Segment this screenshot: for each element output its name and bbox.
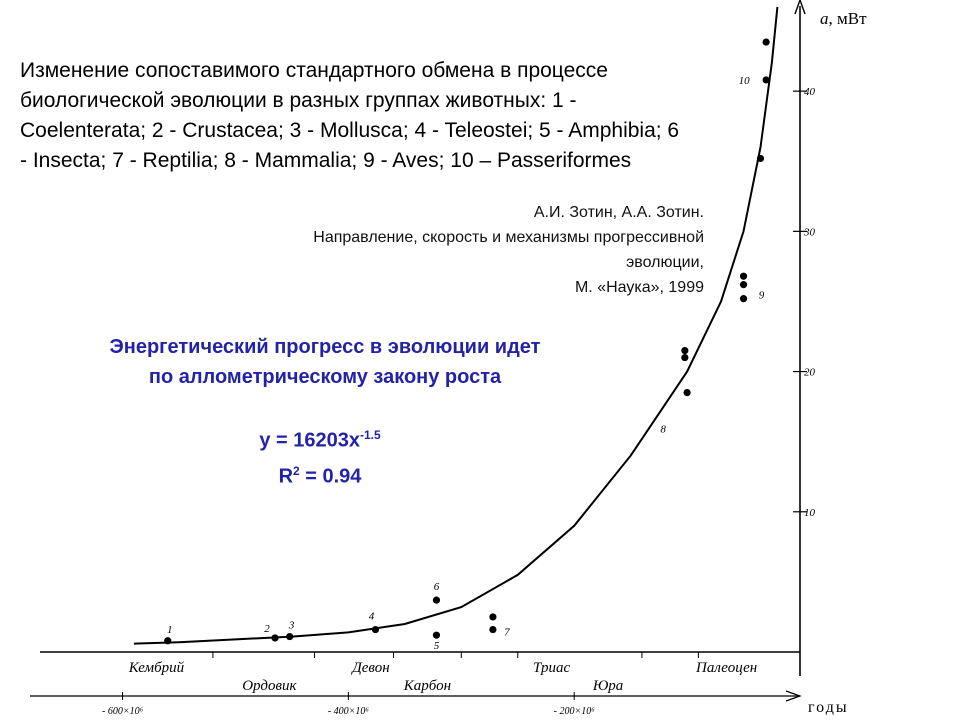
trend-curve-layer: [133, 6, 779, 645]
data-point: [683, 389, 691, 397]
r2-superscript: 2: [293, 463, 300, 478]
period-label: Юра: [592, 678, 623, 694]
axis-labels-layer: 10 20 30 40 a, мВт годы - 600×10⁶ - 400×10⁶ - 20…: [102, 9, 867, 717]
data-point: [756, 154, 765, 163]
data-point-label: 3: [288, 620, 295, 632]
data-point: [489, 613, 497, 621]
citation-work: Направление, скорость и механизмы прогре…: [313, 229, 704, 271]
period-label: Девон: [350, 660, 389, 676]
y-tick-label: 10: [804, 507, 816, 519]
data-point-label: 6: [434, 581, 440, 593]
data-point: [164, 637, 172, 645]
regression-equation: y = 16203x-1.5 R2 = 0.94: [190, 420, 450, 491]
data-point: [432, 631, 441, 639]
x-axis-label: годы: [808, 699, 849, 716]
data-point: [762, 38, 770, 46]
y-axis-arrow: [794, 0, 806, 15]
equation-lhs: y = 16203x: [259, 429, 360, 452]
period-label: Карбон: [403, 678, 451, 694]
data-points-layer: [164, 38, 770, 645]
chart-title: Изменение сопоставимого стандартного обм…: [20, 59, 680, 172]
y-tick-label: 30: [803, 226, 816, 238]
equation-formula: y = 16203x-1.5: [190, 420, 450, 456]
data-point-label: 8: [660, 424, 666, 436]
equation-r-squared: R2 = 0.94: [190, 456, 450, 492]
data-point-label: 1: [167, 624, 173, 636]
conclusion-text: Энергетический прогресс в эволюции идет …: [20, 332, 630, 392]
y-axis-label: a, мВт: [820, 9, 867, 28]
data-point: [489, 625, 497, 634]
data-point: [271, 634, 279, 642]
y-tick-label: 20: [804, 367, 816, 379]
data-point: [762, 76, 770, 84]
data-point-label: 9: [759, 290, 765, 302]
data-point-label: 2: [264, 623, 270, 635]
r2-value: = 0.94: [299, 465, 362, 488]
r2-base: R: [278, 465, 294, 488]
data-point: [371, 625, 380, 634]
time-axis-arrow: [785, 690, 802, 702]
data-point: [681, 346, 689, 355]
data-point-label: 4: [369, 611, 375, 623]
conclusion-line-2: по аллометрическому закону роста: [148, 366, 502, 388]
period-label: Кембрий: [128, 660, 185, 676]
chart-axes: [30, 0, 807, 702]
citation: А.И. Зотин, А.А. Зотин. Направление, ско…: [300, 200, 704, 300]
trend-curve: [133, 6, 779, 645]
x-tick-label: - 400×10⁶: [328, 706, 370, 717]
x-tick-label: - 600×10⁶: [102, 706, 144, 717]
data-point-label: 5: [434, 640, 440, 652]
data-point: [681, 353, 689, 362]
conclusion-line-1: Энергетический прогресс в эволюции идет: [109, 336, 541, 358]
period-label: Палеоцен: [695, 660, 757, 676]
period-label: Триас: [533, 660, 570, 676]
data-point: [739, 295, 748, 303]
x-tick-label: - 200×10⁶: [554, 706, 596, 717]
citation-publisher: М. «Наука», 1999: [574, 279, 704, 296]
data-point-label: 10: [739, 75, 751, 87]
data-point: [739, 272, 748, 280]
equation-exponent: -1.5: [359, 428, 381, 442]
period-label: Ордовик: [242, 678, 297, 694]
data-point: [739, 281, 748, 289]
y-tick-label: 40: [804, 86, 816, 98]
data-point-label: 7: [504, 627, 510, 639]
citation-authors: А.И. Зотин, А.А. Зотин.: [533, 204, 704, 221]
data-point: [432, 596, 441, 604]
data-point: [286, 632, 294, 641]
